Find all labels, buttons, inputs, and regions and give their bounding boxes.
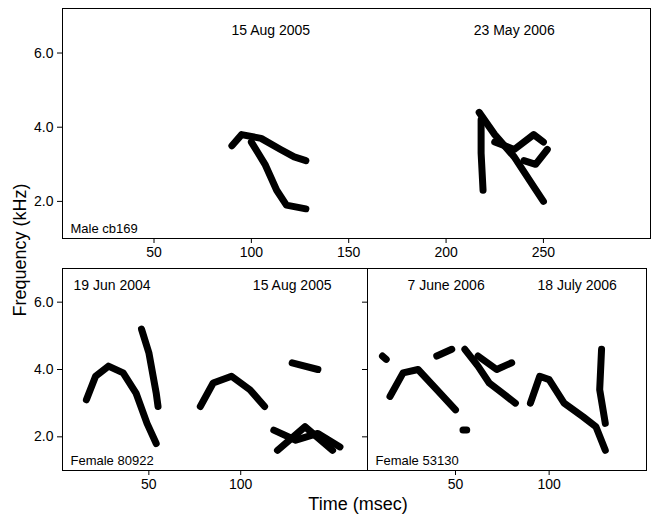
svg-text:4.0: 4.0 <box>34 361 54 377</box>
svg-text:6.0: 6.0 <box>34 44 54 60</box>
svg-text:50: 50 <box>448 476 464 492</box>
svg-text:50: 50 <box>141 476 157 492</box>
html-text:Frequency (kHz): Frequency (kHz) <box>9 183 30 317</box>
svg-text:2.0: 2.0 <box>34 193 54 209</box>
svg-text:50: 50 <box>146 244 162 260</box>
svg-text:4.0: 4.0 <box>34 119 54 135</box>
svg-text:200: 200 <box>434 244 458 260</box>
svg-text:2.0: 2.0 <box>34 428 54 444</box>
svg-text:18 July 2006: 18 July 2006 <box>538 277 618 293</box>
svg-text:23 May 2006: 23 May 2006 <box>474 22 555 38</box>
svg-text:15 Aug 2005: 15 Aug 2005 <box>232 22 311 38</box>
svg-text:Female 53130: Female 53130 <box>376 453 459 468</box>
svg-text:15 Aug 2005: 15 Aug 2005 <box>253 277 332 293</box>
svg-text:7 June 2006: 7 June 2006 <box>408 277 485 293</box>
html-text:Time (msec): Time (msec) <box>308 494 408 514</box>
svg-text:150: 150 <box>337 244 361 260</box>
svg-text:100: 100 <box>240 244 264 260</box>
svg-text:250: 250 <box>532 244 556 260</box>
svg-text:6.0: 6.0 <box>34 294 54 310</box>
svg-text:Female 80922: Female 80922 <box>71 453 154 468</box>
svg-text:Male cb169: Male cb169 <box>71 221 138 236</box>
svg-text:100: 100 <box>537 476 561 492</box>
svg-text:100: 100 <box>229 476 253 492</box>
svg-text:19 Jun 2004: 19 Jun 2004 <box>74 277 151 293</box>
